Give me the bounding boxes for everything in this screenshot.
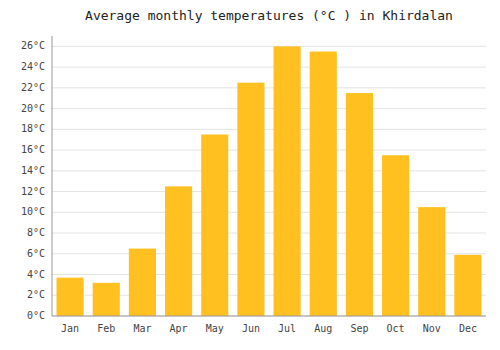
grid [52, 46, 486, 316]
y-tick-label: 2°C [27, 289, 45, 300]
bar [382, 155, 409, 316]
x-axis-line [52, 316, 486, 317]
x-tick-label: Nov [423, 323, 441, 334]
y-tick-label: 18°C [21, 123, 45, 134]
bar [165, 186, 192, 316]
x-tick-label: Jun [242, 323, 260, 334]
x-tick-label: Aug [314, 323, 332, 334]
grid-line [52, 150, 486, 151]
x-tick-label: Mar [133, 323, 151, 334]
title: Average monthly temperatures (°C ) in Kh… [85, 8, 453, 23]
y-tick-label: 10°C [21, 206, 45, 217]
bar [237, 83, 264, 316]
grid-line [52, 46, 486, 47]
bar [454, 255, 481, 316]
bar [57, 278, 84, 316]
x-axis-labels: Jan Feb Mar Apr May Jun Jul Aug Sep Oct Nov Dec [61, 323, 477, 334]
bar [346, 93, 373, 316]
y-tick-label: 24°C [21, 61, 45, 72]
x-tick-label: Feb [97, 323, 115, 334]
y-tick-label: 22°C [21, 82, 45, 93]
y-tick-label: 26°C [21, 40, 45, 51]
chart: 0°C 2°C 4°C 6°C 8°C 10°C 12°C 14°C 16°C 18°C 20°C 2… [0, 0, 500, 350]
bar [93, 283, 120, 316]
x-tick-label: Jul [278, 323, 296, 334]
x-tick-label: Dec [459, 323, 477, 334]
y-tick-label: 12°C [21, 186, 45, 197]
y-tick-label: 8°C [27, 227, 45, 238]
grid-line [52, 129, 486, 130]
x-tick-label: Oct [387, 323, 405, 334]
x-tick-label: May [206, 323, 224, 334]
y-axis-labels: 0°C 2°C 4°C 6°C 8°C 10°C 12°C 14°C 16°C 18°C 20°C 2… [21, 40, 45, 321]
bar [418, 207, 445, 316]
bar [310, 52, 337, 316]
grid-line [52, 316, 486, 317]
y-tick-label: 4°C [27, 269, 45, 280]
grid-line [52, 87, 486, 88]
y-axis-line [52, 36, 53, 316]
x-tick-label: Jan [61, 323, 79, 334]
y-tick-label: 20°C [21, 103, 45, 114]
grid-line [52, 191, 486, 192]
y-tick-label: 14°C [21, 165, 45, 176]
bar [274, 46, 301, 316]
x-tick-label: Apr [170, 323, 188, 334]
x-tick-label: Sep [350, 323, 368, 334]
grid-line [52, 170, 486, 171]
y-tick-label: 6°C [27, 248, 45, 259]
chart-container: 0°C 2°C 4°C 6°C 8°C 10°C 12°C 14°C 16°C 18°C 20°C 2… [0, 0, 500, 350]
grid-line [52, 67, 486, 68]
y-tick-label: 0°C [27, 310, 45, 321]
y-tick-label: 16°C [21, 144, 45, 155]
bars [57, 46, 482, 316]
grid-line [52, 108, 486, 109]
bar [201, 135, 228, 316]
bar [129, 249, 156, 316]
